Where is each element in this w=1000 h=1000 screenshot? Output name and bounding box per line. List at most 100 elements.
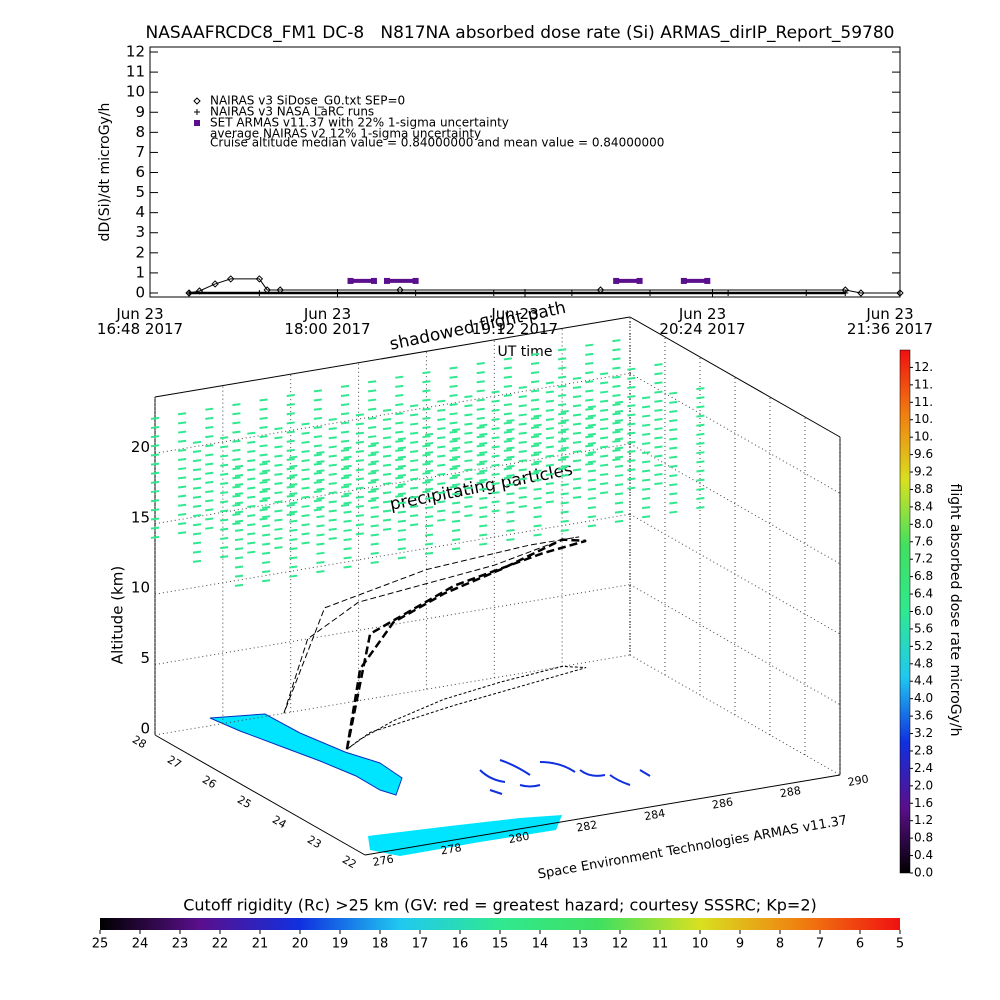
dose-sample: [585, 426, 594, 430]
dose-sample: [560, 437, 569, 441]
y-axis-label: dD(Si)/dt microGy/h: [97, 103, 113, 242]
dose-sample: [286, 430, 295, 434]
dose-sample: [340, 439, 350, 443]
dose-sample: [479, 533, 488, 537]
y-tick-label: 7: [135, 143, 145, 161]
dose-sample: [476, 426, 485, 430]
dose-sample: [491, 418, 500, 421]
dose-sample: [422, 444, 431, 448]
dose-sample: [476, 361, 485, 365]
dose-sample: [274, 472, 283, 476]
dose-sample: [560, 428, 569, 432]
dose-sample: [301, 431, 310, 435]
dose-sample: [313, 508, 322, 512]
y-tick-label: 5: [135, 183, 145, 201]
dose-sample: [313, 398, 322, 402]
dose-sample: [424, 487, 434, 491]
dose-sample: [587, 506, 596, 510]
dose-sample: [150, 435, 160, 439]
y-tick-label: 1: [135, 263, 145, 281]
dose-sample: [642, 405, 651, 409]
land: [209, 713, 403, 796]
dose-sample: [558, 357, 567, 361]
dose-sample: [397, 474, 406, 478]
dose-sample: [262, 496, 271, 500]
dose-sample: [612, 348, 621, 352]
dose-sample: [503, 357, 512, 361]
colorbar: [100, 918, 900, 930]
dose-sample: [205, 517, 214, 521]
colorbar-tick-label: 9.6: [914, 447, 933, 461]
dose-sample: [533, 506, 542, 510]
dose-sample: [220, 463, 229, 467]
track-shadow: [346, 665, 587, 750]
dose-sample: [452, 510, 461, 514]
plot-frame: [149, 46, 901, 298]
dose-sample: [503, 439, 512, 443]
dose-sample: [600, 372, 609, 376]
dose-sample: [491, 491, 500, 495]
dose-sample: [627, 376, 636, 380]
dose-sample: [669, 464, 678, 468]
dose-sample: [286, 458, 295, 462]
dose-sample: [397, 464, 406, 468]
dose-sample: [585, 352, 594, 356]
dose-sample: [422, 398, 431, 402]
dose-sample: [491, 436, 500, 440]
dose-sample: [585, 435, 594, 439]
dose-sample: [262, 478, 271, 482]
dose-sample: [572, 495, 582, 499]
x-tick-label: Jun 23 16:48 2017: [96, 305, 184, 338]
dose-sample: [437, 500, 446, 504]
dose-sample: [422, 389, 431, 393]
dose-sample: [368, 453, 377, 457]
dose-sample: [476, 371, 485, 375]
dose-sample: [449, 439, 458, 443]
dose-sample: [612, 366, 621, 370]
dose-sample: [533, 423, 542, 427]
dose-sample: [476, 416, 485, 420]
y-tick-label: 28: [130, 733, 149, 751]
dose-sample: [368, 407, 377, 411]
dose-sample: [587, 414, 596, 418]
dose-sample: [572, 431, 582, 435]
dose-sample: [533, 496, 542, 500]
dose-sample: [286, 403, 295, 407]
colorbar-tick-label: 6.4: [914, 587, 933, 601]
dose-sample: [424, 441, 434, 445]
dose-sample: [530, 407, 540, 411]
dose-sample: [382, 482, 392, 486]
dose-sample: [696, 451, 705, 455]
x-tick-label: Jun 23 20:24 2017: [659, 305, 746, 338]
dose-sample: [533, 432, 542, 436]
dose-sample: [572, 450, 582, 454]
dose-sample: [234, 538, 244, 542]
dose-sample: [642, 496, 651, 500]
dose-sample: [410, 486, 419, 490]
dose-sample: [424, 506, 434, 510]
colorbar-tick-label: 1.6: [914, 796, 933, 810]
dose-sample: [178, 522, 187, 526]
dose-sample: [397, 528, 406, 532]
marker: [680, 277, 687, 284]
dose-sample: [518, 459, 527, 463]
dose-sample: [192, 486, 202, 490]
dose-sample: [452, 474, 461, 478]
dose-sample: [274, 536, 283, 540]
dose-sample: [234, 528, 244, 532]
dose-sample: [491, 509, 500, 513]
dose-sample: [476, 435, 485, 439]
x-axis-label: UT time: [498, 344, 553, 360]
dose-sample: [340, 412, 350, 416]
dose-sample: [585, 380, 594, 384]
dose-sample: [545, 381, 554, 385]
dose-sample: [452, 538, 461, 542]
dose-sample: [600, 454, 609, 458]
dose-sample: [328, 427, 337, 431]
dose-sample: [395, 448, 404, 452]
dose-sample: [343, 528, 352, 532]
dose-sample: [560, 510, 569, 514]
dose-sample: [316, 451, 325, 455]
dose-sample: [669, 483, 678, 487]
dose-sample: [340, 403, 350, 407]
